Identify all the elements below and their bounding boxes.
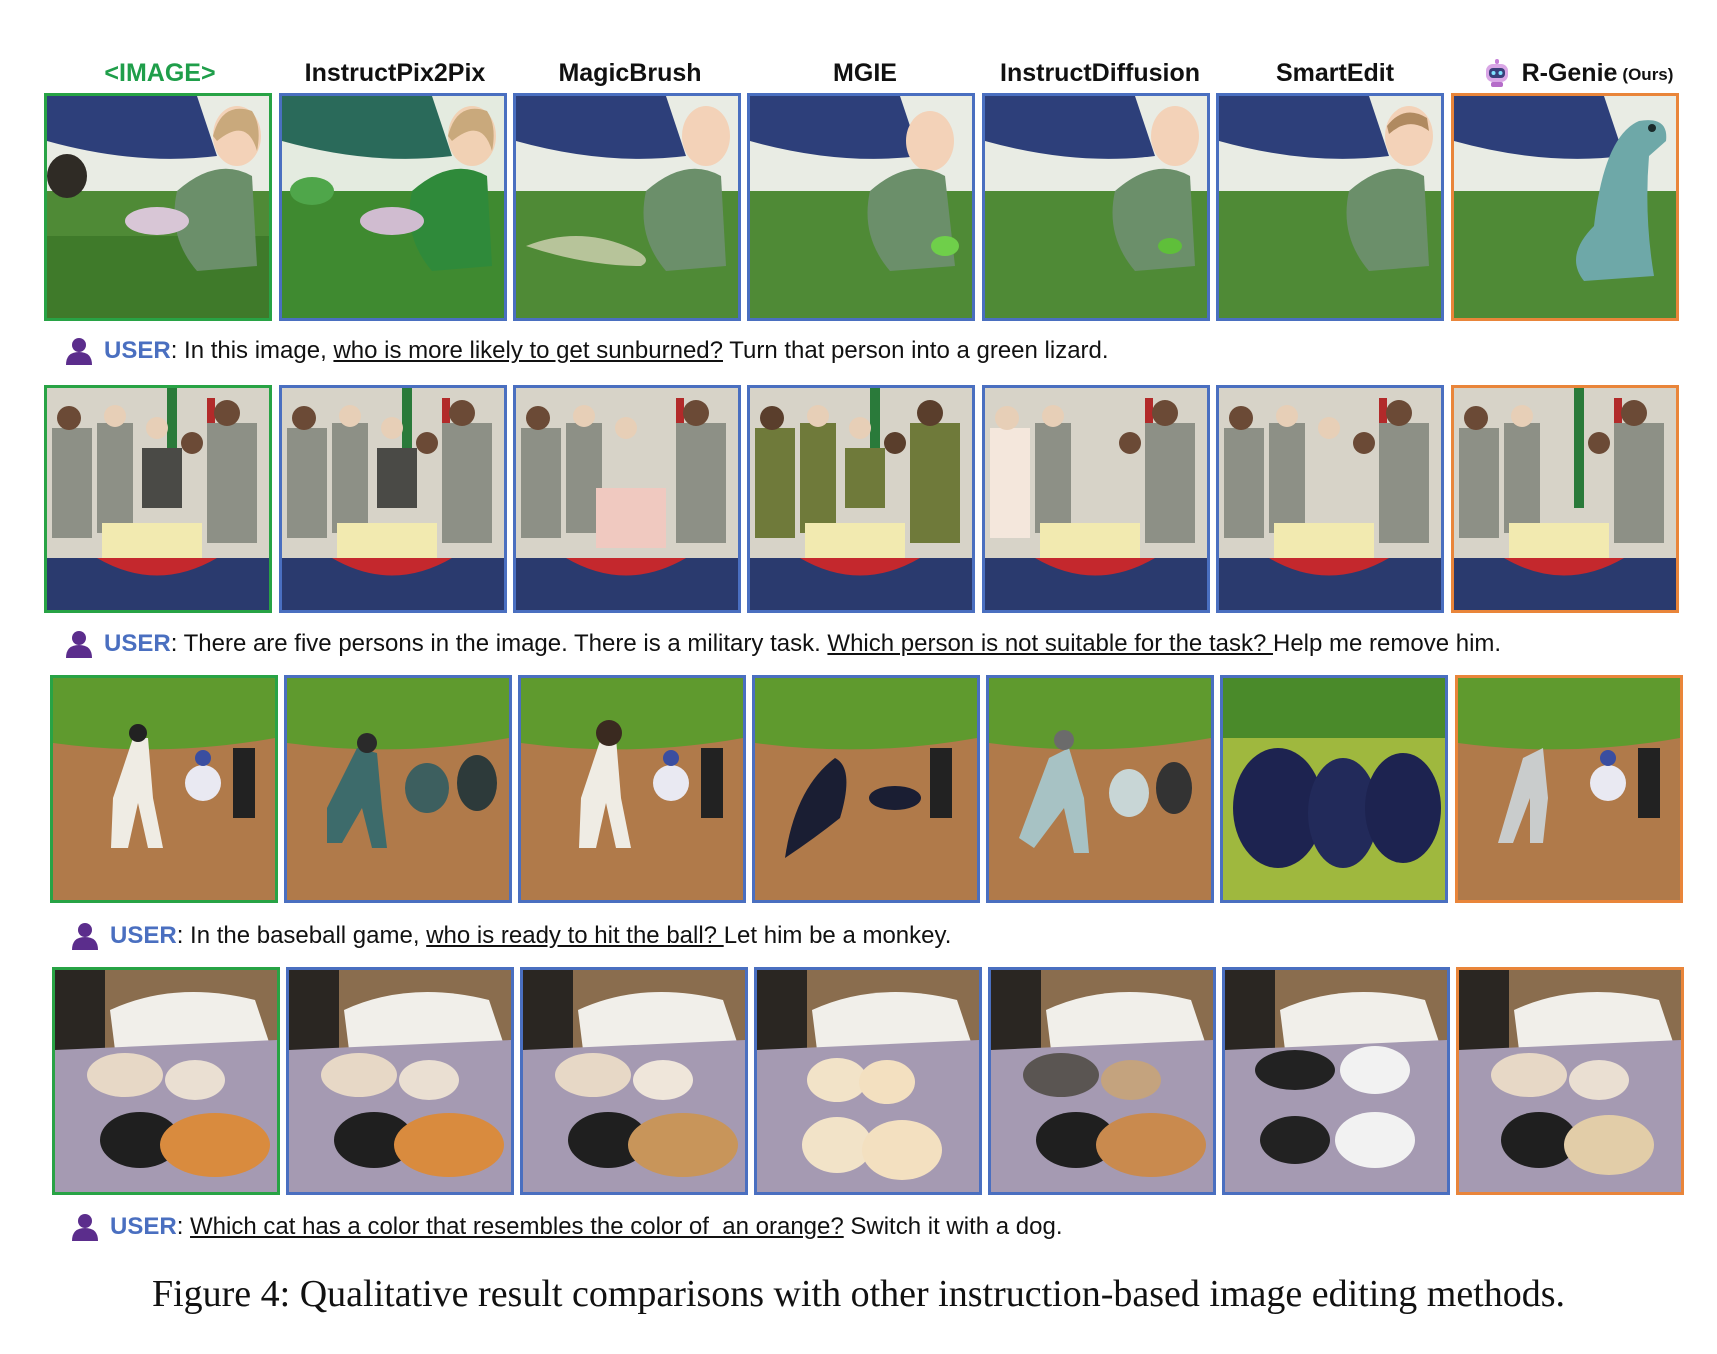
tile-smartedit <box>1222 967 1450 1195</box>
prompt-text-post: Turn that person into a green lizard. <box>722 337 1109 364</box>
photo-cats-bed <box>289 970 511 1192</box>
tile-ours <box>1455 675 1683 903</box>
result-row-1 <box>0 93 1717 321</box>
photo-military-removed <box>1454 388 1676 610</box>
photo-military-camo <box>750 388 972 610</box>
photo-military-cake <box>985 388 1207 610</box>
photo-military-cake <box>1219 388 1441 610</box>
column-header-ours: R-Genie (Ours) <box>1455 56 1700 90</box>
column-header-mgie: MGIE <box>833 58 897 87</box>
photo-puppies-bed <box>757 970 979 1192</box>
tile-smartedit <box>1216 385 1444 613</box>
tile-magicbrush <box>513 93 741 321</box>
column-header-instructpix2pix: InstructPix2Pix <box>304 58 486 87</box>
photo-baseball-dark-figures <box>755 678 977 900</box>
tile-ours <box>1451 93 1679 321</box>
user-tag: USER <box>110 1213 177 1240</box>
user-icon <box>66 338 92 365</box>
photo-lizard-result <box>1454 96 1676 318</box>
prompt-text-post: Help me remove him. <box>1272 630 1502 657</box>
photo-cats-bed <box>55 970 277 1192</box>
tile-ours <box>1451 385 1679 613</box>
photo-child-green-shirt <box>985 96 1207 318</box>
prompt-text-post: Let him be a monkey. <box>723 922 952 949</box>
photo-child-boy <box>1219 96 1441 318</box>
photo-child-lizard-ground <box>516 96 738 318</box>
tile-instructpix2pix <box>279 93 507 321</box>
tile-smartedit <box>1216 93 1444 321</box>
photo-military-cake <box>47 388 269 610</box>
column-header-magicbrush: MagicBrush <box>558 58 702 87</box>
tile-instructpix2pix <box>286 967 514 1195</box>
column-header-input: <IMAGE> <box>104 58 216 87</box>
photo-child-small-lizard <box>750 96 972 318</box>
tile-instructpix2pix <box>279 385 507 613</box>
user-prompt-3: USER : In the baseball game, who is read… <box>72 920 951 952</box>
tile-mgie <box>747 93 975 321</box>
prompt-question: Which person is not suitable for the tas… <box>827 630 1273 657</box>
column-header-smartedit: SmartEdit <box>1275 58 1395 87</box>
prompt-text-post: Switch it with a dog. <box>843 1213 1063 1240</box>
photo-cats-dog <box>523 970 745 1192</box>
prompt-question: Which cat has a color that resembles the… <box>190 1213 844 1240</box>
tile-instructpix2pix <box>284 675 512 903</box>
result-row-4 <box>0 967 1717 1195</box>
tile-magicbrush <box>520 967 748 1195</box>
ours-suffix: (Ours) <box>1622 65 1674 84</box>
user-tag: USER <box>104 337 171 364</box>
tile-magicbrush <box>518 675 746 903</box>
photo-gorillas-grass <box>1223 678 1445 900</box>
tile-magicbrush <box>513 385 741 613</box>
photo-bw-cats-bed <box>1225 970 1447 1192</box>
user-tag: USER <box>110 922 177 949</box>
user-tag: USER <box>104 630 171 657</box>
user-prompt-2: USER : There are five persons in the ima… <box>66 628 1501 660</box>
robot-icon <box>1485 59 1508 87</box>
photo-child-umbrella <box>47 96 269 318</box>
photo-baseball-batter <box>53 678 275 900</box>
tile-mgie <box>752 675 980 903</box>
tile-smartedit <box>1220 675 1448 903</box>
tile-ours <box>1456 967 1684 1195</box>
figure-caption: Figure 4: Qualitative result comparisons… <box>151 1273 1566 1315</box>
tile-mgie <box>754 967 982 1195</box>
tile-instructdiffusion <box>982 93 1210 321</box>
result-row-2 <box>0 385 1717 613</box>
user-icon <box>66 631 92 658</box>
tile-input <box>44 385 272 613</box>
tile-instructdiffusion <box>988 967 1216 1195</box>
prompt-text-pre: : In this image, <box>170 337 334 364</box>
column-header-instructdiffusion: InstructDiffusion <box>1000 58 1200 87</box>
photo-baseball-monkeys <box>287 678 509 900</box>
photo-baseball-monkey-head <box>521 678 743 900</box>
tile-instructdiffusion <box>986 675 1214 903</box>
photo-military-cake <box>282 388 504 610</box>
photo-child-umbrella-green <box>282 96 504 318</box>
photo-cats-bed <box>991 970 1213 1192</box>
prompt-text-pre: : In the baseball game, <box>176 922 427 949</box>
prompt-text-pre: : <box>176 1213 191 1240</box>
user-prompt-1: USER : In this image, who is more likely… <box>66 335 1109 367</box>
photo-baseball-monkey-batter <box>1458 678 1680 900</box>
tile-input <box>44 93 272 321</box>
ours-method-name: R-Genie <box>1521 58 1618 87</box>
user-icon <box>72 1214 98 1241</box>
tile-input <box>50 675 278 903</box>
tile-input <box>52 967 280 1195</box>
tile-instructdiffusion <box>982 385 1210 613</box>
result-row-3 <box>0 675 1717 903</box>
user-prompt-4: USER : Which cat has a color that resemb… <box>72 1211 1062 1243</box>
tile-mgie <box>747 385 975 613</box>
column-header-row: <IMAGE> InstructPix2Pix MagicBrush MGIE … <box>0 56 1717 90</box>
photo-cats-dog-result <box>1459 970 1681 1192</box>
photo-military-pink-cake <box>516 388 738 610</box>
prompt-question: who is more likely to get sunburned? <box>333 337 723 364</box>
prompt-text-pre: : There are five persons in the image. T… <box>170 630 828 657</box>
photo-baseball-pale-monkeys <box>989 678 1211 900</box>
user-icon <box>72 923 98 950</box>
prompt-question: who is ready to hit the ball? <box>426 922 724 949</box>
